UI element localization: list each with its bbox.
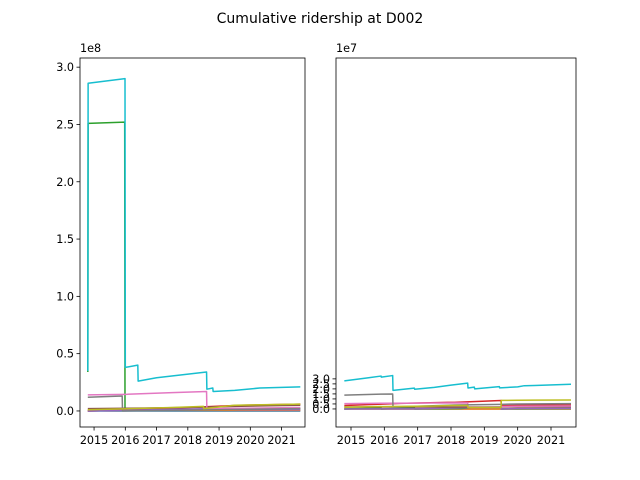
right-y-tick-label: 0.5 (312, 398, 330, 411)
left-series-7-line (87, 390, 301, 410)
left-y-tick-label: 1.5 (56, 233, 74, 246)
right-x-tick-label: 2018 (437, 434, 465, 447)
left-x-tick-label: 2020 (236, 434, 264, 447)
right-subplot: 2015 2016 2017 2018 2019 2020 2021 0.00.51.01.5… (312, 42, 577, 447)
right-y-tick-label: 3.0 (312, 373, 330, 386)
right-axes-frame (335, 57, 577, 428)
left-x-tick-label: 2016 (111, 434, 139, 447)
right-y-tick-label: 0.0 (312, 403, 330, 416)
left-x-tick-label: 2015 (80, 434, 108, 447)
right-y-tick-label: 1.5 (312, 388, 330, 401)
right-x-tick-label: 2020 (503, 434, 531, 447)
right-y-tick-label: 1.0 (312, 393, 330, 406)
right-series-10-line (344, 374, 572, 392)
left-x-tick-label: 2017 (142, 434, 170, 447)
left-y-tick-label: 1.0 (56, 290, 74, 303)
left-y-tick-label: 0.5 (56, 348, 74, 361)
left-y-tick-label: 0.0 (56, 405, 74, 418)
right-x-tick-label: 2016 (370, 434, 398, 447)
left-x-tick-label: 2019 (205, 434, 233, 447)
right-offset-text: 1e7 (336, 42, 357, 55)
right-x-tick-label: 2021 (537, 434, 565, 447)
left-offset-text: 1e8 (80, 42, 101, 55)
left-y-tick-label: 2.5 (56, 118, 74, 131)
left-y-tick-label: 2.0 (56, 176, 74, 189)
left-y-tick-label: 3.0 (56, 61, 74, 74)
left-series-8-line (87, 395, 301, 412)
left-x-tick-label: 2018 (174, 434, 202, 447)
right-x-tick-label: 2015 (337, 434, 365, 447)
left-series-9-line (87, 403, 301, 411)
right-y-tick-label: 2.5 (312, 378, 330, 391)
left-series-10-line (87, 77, 301, 393)
right-x-tick-label: 2019 (470, 434, 498, 447)
left-axes-frame (79, 57, 306, 428)
right-y-tick-label: 2.0 (312, 383, 330, 396)
figure-title: Cumulative ridership at D002 (217, 11, 424, 27)
left-subplot: 2015 2016 2017 2018 2019 2020 2021 0.0 0.5 1.0 1.5… (56, 42, 306, 447)
left-x-tick-label: 2021 (267, 434, 295, 447)
right-series-9-line (344, 399, 572, 409)
right-x-tick-label: 2017 (403, 434, 431, 447)
